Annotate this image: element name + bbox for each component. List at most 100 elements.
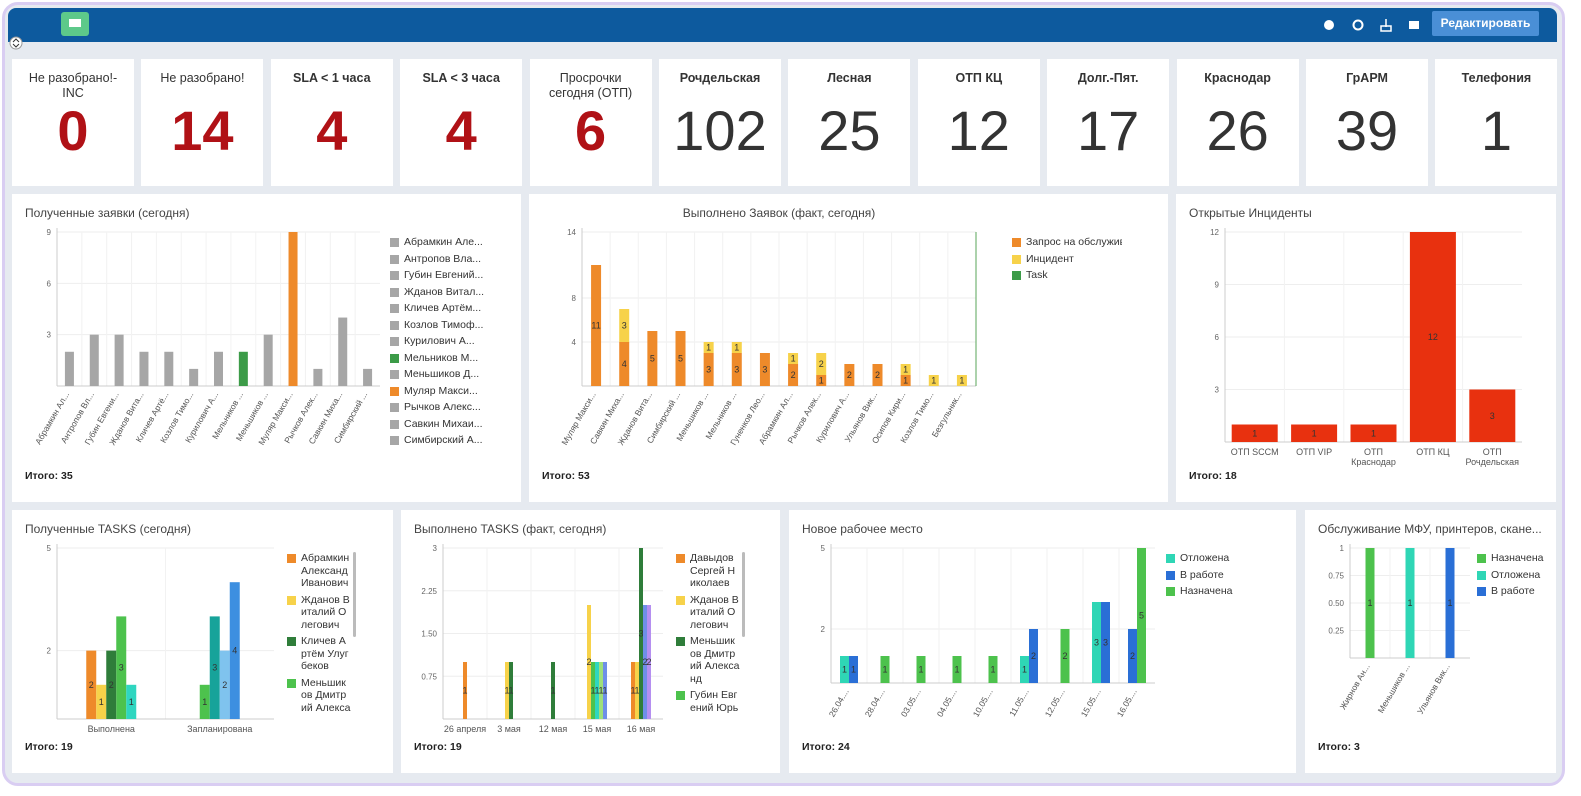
bar xyxy=(1137,548,1146,683)
edit-button[interactable]: Редактировать xyxy=(1432,11,1539,36)
legend-swatch xyxy=(1012,254,1021,264)
legend-swatch xyxy=(1477,554,1486,563)
x-tick-label: ОТП VIP xyxy=(1296,447,1333,457)
bar xyxy=(189,368,199,386)
data-label: 1 xyxy=(990,665,995,675)
legend-text: Губин Евгений... xyxy=(404,269,484,281)
app-icon[interactable] xyxy=(61,12,89,36)
kpi-value: 25 xyxy=(818,99,881,162)
collapse-toggle[interactable] xyxy=(9,36,23,50)
bar xyxy=(1101,602,1110,683)
bar xyxy=(505,662,509,719)
bar xyxy=(1029,629,1038,683)
legend-text: Курилович А... xyxy=(404,335,475,347)
chart-title: Открытые Инциденты xyxy=(1189,206,1312,220)
bar xyxy=(816,353,827,375)
bar xyxy=(1128,629,1137,683)
kpi-value: 6 xyxy=(575,99,607,162)
kpi-tile: Долг.-Пят. 17 xyxy=(1047,59,1170,186)
chart-total: Итого: 18 xyxy=(1189,470,1237,482)
legend-text: Кличев Артём... xyxy=(404,302,482,314)
y-tick-label: 12 xyxy=(1210,228,1219,237)
y-tick-label: 9 xyxy=(1215,281,1220,290)
chart: 0.25 0.50 0.75 1 Жирнов Ан... 1 Меньшиков ... 1… xyxy=(1328,544,1470,716)
bar xyxy=(880,656,890,683)
legend-text: Жданов Виталий Олегович xyxy=(690,593,739,631)
data-label: 1 xyxy=(202,697,207,707)
bar xyxy=(603,662,607,719)
y-tick-label: 9 xyxy=(47,228,52,237)
legend-item: Жданов Витал... xyxy=(390,286,505,299)
toolbar-icons[interactable] xyxy=(1323,18,1433,32)
bar xyxy=(96,684,107,719)
data-label: 1 xyxy=(1371,428,1376,438)
data-label: 3 xyxy=(1490,411,1495,421)
data-label: 3 xyxy=(622,321,627,331)
data-label: 3 xyxy=(706,365,711,375)
data-label: 1 xyxy=(504,686,509,696)
bar xyxy=(840,656,849,683)
chart-panel: 4 8 14 Муляр Макси... 11 Савкин Миха... 4 3 Ждан… xyxy=(529,194,1168,502)
y-tick-label: 5 xyxy=(821,544,826,553)
legend-text: Назначена xyxy=(1491,552,1544,564)
kpi-label: Рочдельская xyxy=(679,71,761,85)
data-label: 1 xyxy=(634,686,639,696)
kpi-value: 0 xyxy=(57,99,89,162)
legend-swatch xyxy=(1012,238,1021,247)
legend-text: Отложена xyxy=(1491,568,1541,581)
kpi-label: Телефония xyxy=(1461,71,1532,85)
legend: Отложена В работе Назначена xyxy=(1166,552,1276,602)
legend-item: В работе xyxy=(1477,585,1552,598)
legend-item: Антропов Вла... xyxy=(390,253,505,266)
bar xyxy=(900,375,911,386)
bar xyxy=(639,548,643,719)
bar xyxy=(647,605,651,719)
legend-text: Task xyxy=(1026,269,1048,281)
x-tick-label: 04.05.... xyxy=(935,687,959,719)
legend-swatch xyxy=(390,304,399,313)
kpi-tile: ГрАРМ 39 xyxy=(1306,59,1428,186)
x-tick-label: Жирнов Ан... xyxy=(1338,662,1372,711)
legend-text: Инцидент xyxy=(1026,252,1074,265)
legend-swatch xyxy=(390,238,399,247)
chart: 3 6 9 12 1 1 1 12 3 xyxy=(1210,228,1522,443)
legend-swatch xyxy=(676,554,685,563)
chart-panel: 3 6 9 Абрамкин Ал... Антропов Вл... Губин Евг… xyxy=(12,194,521,502)
data-label: 1 xyxy=(462,686,467,696)
data-label: 1 xyxy=(954,665,959,675)
bar xyxy=(139,351,149,386)
x-tick-label: 28.04.... xyxy=(863,687,887,719)
chart-total: Итого: 24 xyxy=(802,741,850,753)
bar xyxy=(1092,602,1101,683)
x-tick-label: 26 апреля xyxy=(443,724,487,734)
legend-item: Отложена xyxy=(1477,569,1552,582)
bar xyxy=(106,650,117,719)
kpi-label: Не разобрано! xyxy=(160,71,245,85)
chart-title: Новое рабочее место xyxy=(802,522,923,536)
bar xyxy=(1291,424,1338,442)
bar xyxy=(643,605,647,719)
legend-item: Task xyxy=(1012,269,1122,282)
data-label: 5 xyxy=(678,354,683,364)
y-tick-label: 6 xyxy=(1215,333,1220,342)
chart-title: Выполнено TASKS (факт, сегодня) xyxy=(414,522,607,536)
bar xyxy=(647,331,658,386)
bar xyxy=(900,364,911,375)
x-tick-label: 15 мая xyxy=(582,724,612,734)
bar xyxy=(675,331,686,386)
legend-swatch xyxy=(1166,554,1175,563)
data-label: 2 xyxy=(1031,651,1036,661)
legend-swatch xyxy=(1477,570,1486,580)
bar xyxy=(288,232,298,386)
data-label: 11 xyxy=(591,321,600,331)
data-label: 4 xyxy=(622,359,627,369)
bar xyxy=(509,662,513,719)
data-label: 1 xyxy=(508,686,513,696)
bar xyxy=(703,353,714,386)
chart-panel: 2 5 26.04.... 1 1 28.04.... 1 03.05.... 1 04.05..… xyxy=(789,510,1296,773)
data-label: 2 xyxy=(1062,651,1067,661)
data-label: 2 xyxy=(646,657,651,667)
bar xyxy=(1365,548,1375,658)
kpi-label: Просрочки сегодня (ОТП) xyxy=(548,71,633,100)
